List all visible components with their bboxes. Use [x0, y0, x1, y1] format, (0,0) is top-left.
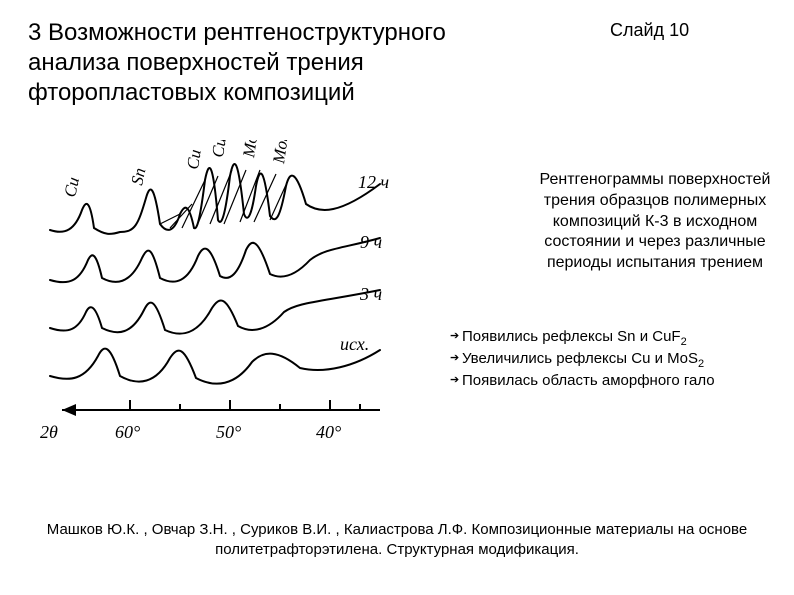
curve-9h [50, 238, 380, 282]
peak-label-cu2: Cu [183, 148, 205, 170]
curve-label-12h: 12 ч [358, 172, 389, 192]
peak-label-mos2b: MoS₂ [269, 140, 293, 166]
bullet-1: ➔Появились рефлексы Sn и CuF2 [450, 328, 715, 350]
title-line-1: 3 Возможности рентгеноструктурного [28, 19, 446, 46]
peak-label-cuf2: CuF₂ [208, 140, 232, 159]
tick-label-60: 60° [115, 422, 140, 442]
peak-label-mos2a: MoS₂ [239, 140, 263, 160]
curve-12h [50, 164, 380, 234]
xrd-diagram: Cu Sn Cu CuF₂ MoS₂ MoS₂ 12 ч 9 ч 3 ч исх… [20, 140, 410, 465]
title-line-2: анализа поверхностей трения [28, 49, 364, 76]
arrow-icon: ➔ [450, 330, 462, 344]
curve-label-9h: 9 ч [360, 232, 382, 252]
curve-3h [50, 290, 380, 334]
title-line-3: фторопластовых композиций [28, 79, 355, 106]
hatch-region [160, 170, 290, 228]
bullet-2: ➔Увеличились рефлексы Cu и MoS2 [450, 350, 715, 372]
axis-arrowhead [62, 404, 76, 416]
arrow-icon: ➔ [450, 352, 462, 366]
curve-label-init: исх. [340, 334, 369, 354]
bullet-3: ➔Появилась область аморфного гало [450, 372, 715, 391]
arrow-icon: ➔ [450, 374, 462, 388]
curve-initial [50, 349, 380, 384]
observations-list: ➔Появились рефлексы Sn и CuF2 ➔Увеличили… [450, 328, 715, 390]
page-title: 3 Возможности рентгеноструктурного анали… [28, 18, 446, 108]
citation-footer: Машков Ю.К. , Овчар З.Н. , Суриков В.И. … [0, 520, 794, 559]
slide-number: Слайд 10 [610, 20, 689, 41]
figure-caption: Рентгенограммы поверхностей трения образ… [530, 170, 780, 274]
peak-label-cu: Cu [60, 175, 83, 198]
peak-label-sn: Sn [127, 166, 149, 187]
tick-label-40: 40° [316, 422, 341, 442]
curve-label-3h: 3 ч [359, 284, 382, 304]
tick-label-50: 50° [216, 422, 241, 442]
axis-label-2theta: 2θ [40, 422, 58, 442]
